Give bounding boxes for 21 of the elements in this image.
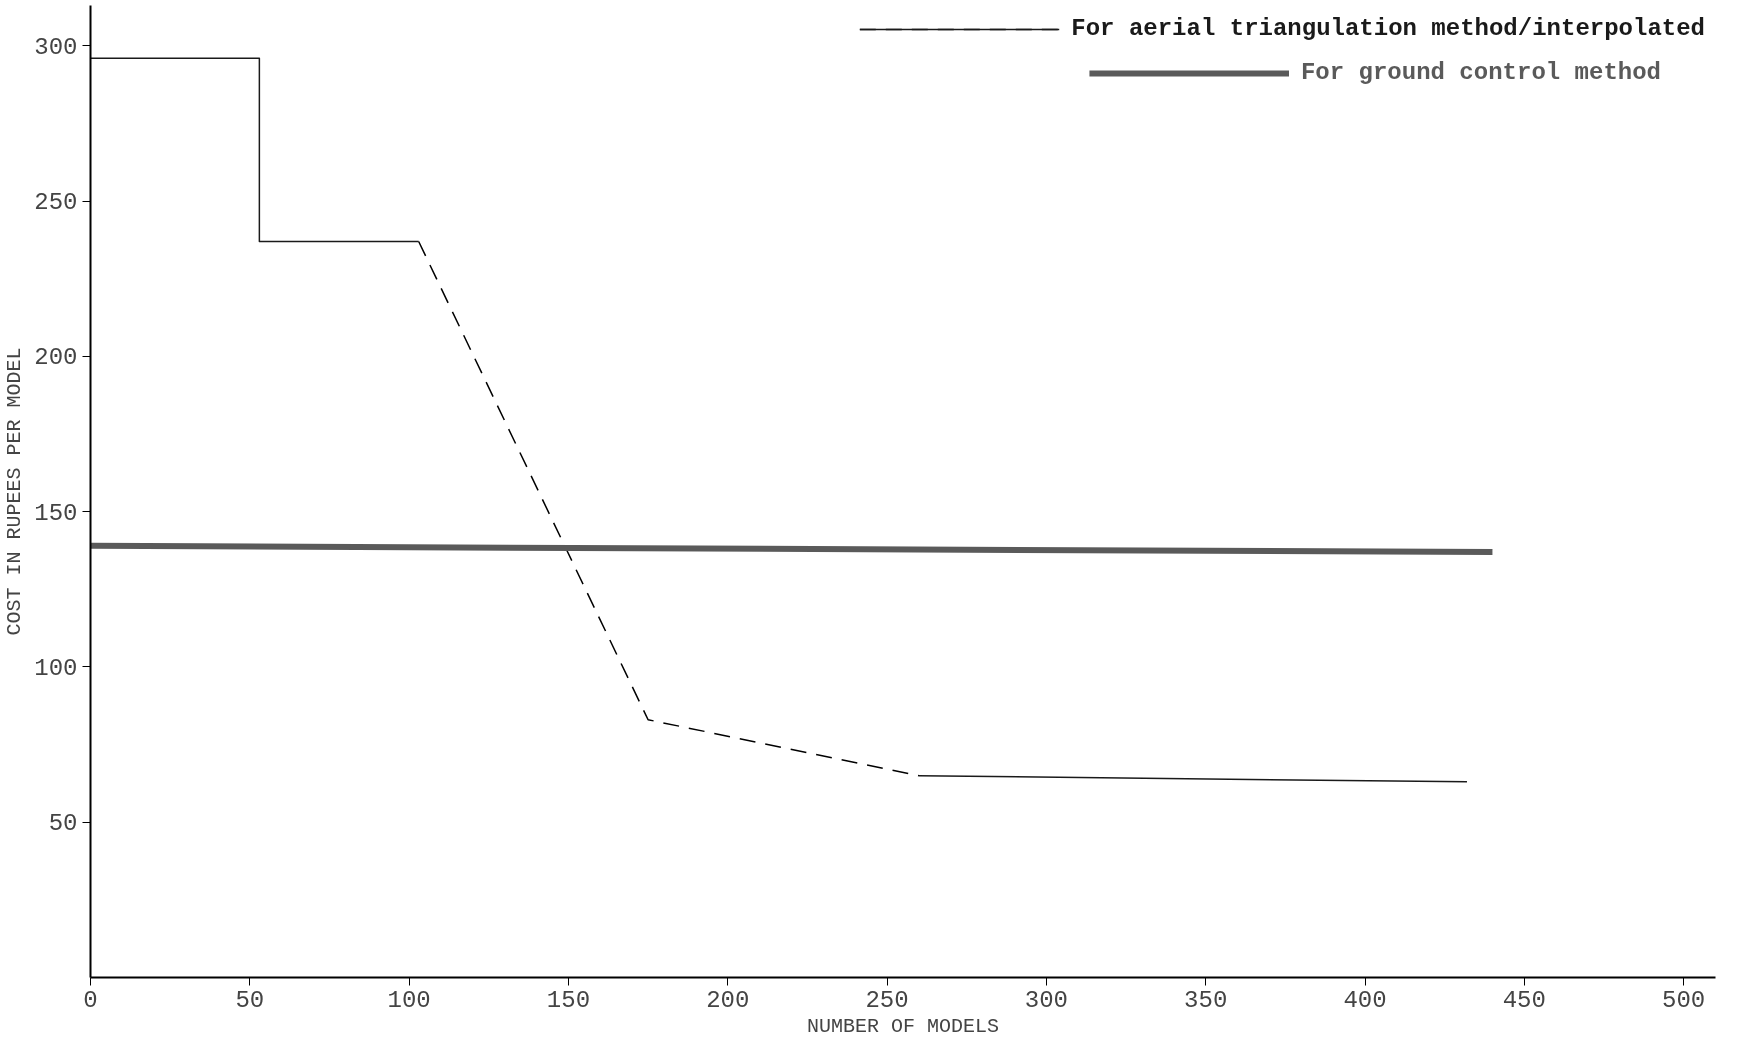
x-tick-label: 350 [1184,986,1228,1014]
y-tick-label: 150 [34,499,78,527]
text: For aerial triangulation method/interpolated [1071,15,1705,42]
x-tick-label: 50 [235,986,265,1014]
y-tick-label: 250 [34,189,78,217]
y-tick-label: 50 [48,810,78,838]
x-tick-label: 250 [865,986,909,1014]
x-tick-label: 400 [1343,986,1387,1014]
x-axis-title: NUMBER OF MODELS [806,1014,1000,1038]
text: For ground control method [1300,59,1661,86]
x-tick-label: 300 [1024,986,1068,1014]
y-axis-title: COST IN RUPEES PER MODEL [3,347,27,636]
x-tick-label: 500 [1662,986,1706,1014]
x-tick-label: 200 [706,986,750,1014]
y-tick-label: 200 [34,344,78,372]
x-tick-label: 0 [83,986,98,1014]
y-tick-label: 100 [34,654,78,682]
x-tick-label: 150 [546,986,591,1014]
x-tick-label: 450 [1502,986,1546,1014]
y-tick-label: 300 [34,33,78,61]
x-tick-label: 100 [387,986,431,1014]
